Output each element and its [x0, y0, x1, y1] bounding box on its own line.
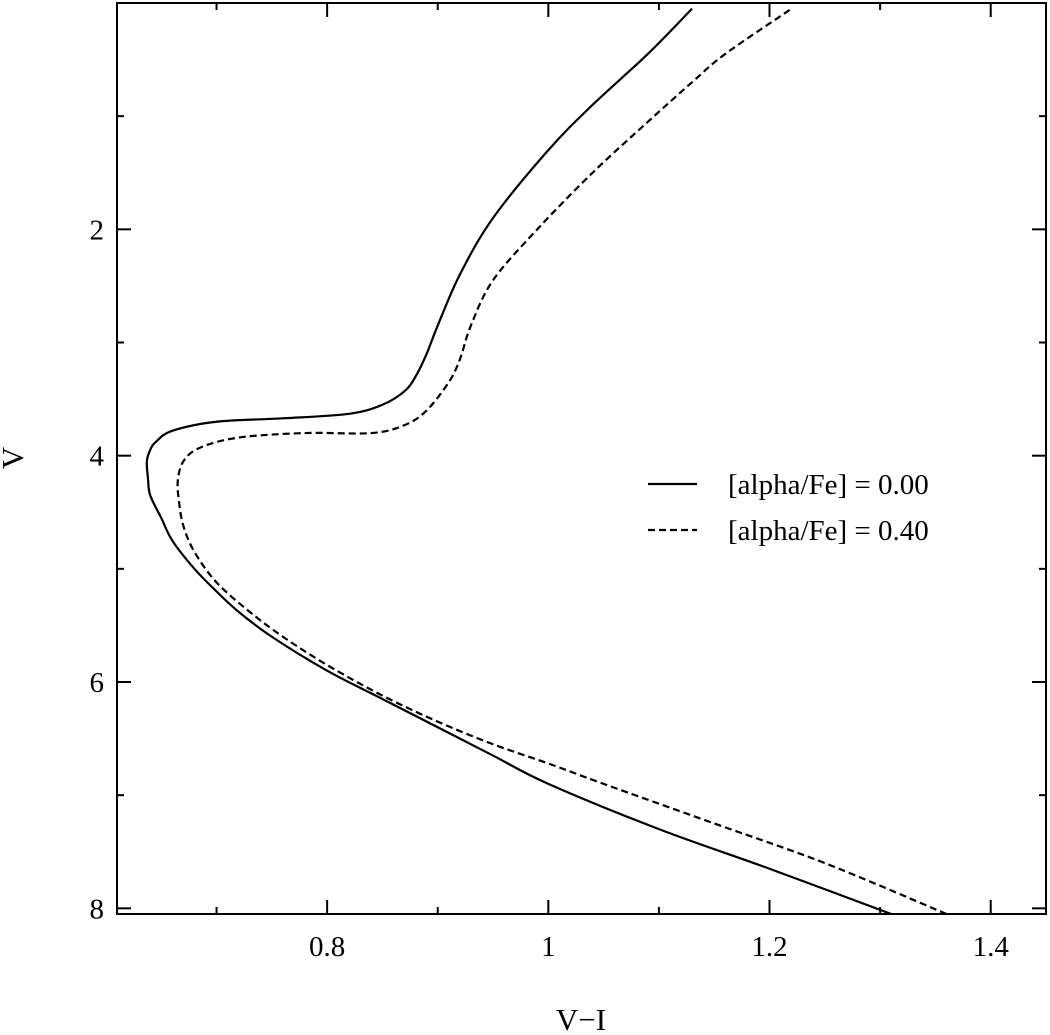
ticks-group — [117, 3, 1046, 914]
legend: [alpha/Fe] = 0.00 [alpha/Fe] = 0.40 — [648, 469, 929, 547]
x-axis-label: V−I — [556, 1002, 606, 1035]
y-tick-label: 2 — [90, 214, 105, 246]
x-tick-label: 1 — [541, 931, 556, 963]
y-axis-label: V — [0, 446, 30, 469]
legend-label: [alpha/Fe] = 0.00 — [728, 469, 929, 501]
series-group — [145, 7, 947, 914]
y-tick-label: 8 — [90, 893, 105, 925]
y-tick-label: 6 — [90, 667, 105, 699]
tick-labels-group: 0.8 1 1.2 1.4 2 4 6 8 — [90, 214, 1010, 963]
legend-label: [alpha/Fe] = 0.40 — [728, 515, 929, 547]
x-tick-label: 0.8 — [309, 931, 345, 963]
x-tick-label: 1.2 — [751, 931, 787, 963]
x-tick-label: 1.4 — [973, 931, 1010, 963]
y-tick-label: 4 — [90, 441, 105, 473]
plot-frame — [116, 2, 1047, 915]
series-line-alpha-0-40 — [176, 7, 947, 914]
series-line-alpha-0-00 — [145, 7, 892, 914]
